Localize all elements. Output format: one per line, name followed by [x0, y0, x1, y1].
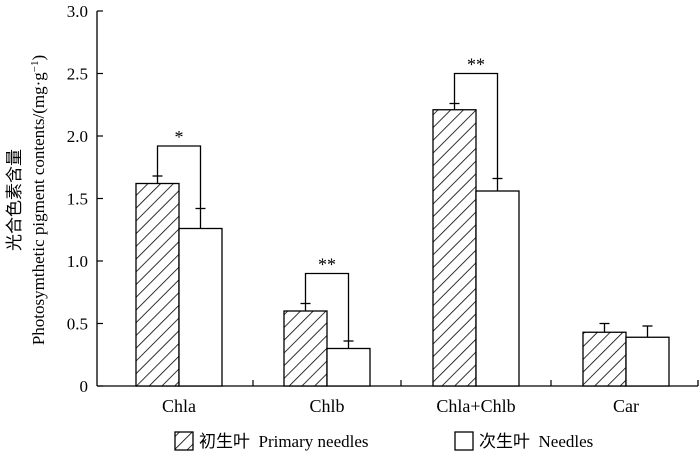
x-tick-labels: Chla Chlb Chla+Chlb Car: [162, 396, 639, 416]
significance-bracket: [156, 145, 202, 209]
y-tick-label: 2.5: [67, 65, 88, 84]
legend-swatch-primary: [174, 431, 194, 451]
y-axis-title-cn: 光合色素含量: [5, 149, 24, 251]
significance-label: **: [318, 255, 336, 275]
x-tick-label: Chla: [162, 396, 196, 416]
y-tick-label: 1.0: [67, 252, 88, 271]
y-tick-label: 3.0: [67, 2, 88, 21]
y-tick-label: 0: [80, 377, 89, 396]
legend-label-primary: 初生叶 Primary needles: [199, 432, 369, 451]
bars: [135, 109, 670, 387]
y-axis-title-en-sup: −1: [29, 61, 41, 73]
bar-needles-chlachlb: [475, 190, 520, 387]
y-axis-title: 光合色素含量 Photosymthetic pigment contents/(…: [5, 55, 48, 345]
significance-label: *: [175, 127, 184, 147]
bar-needles-chlb: [326, 347, 371, 387]
bar-primary-car: [582, 331, 627, 387]
significance-label: **: [467, 55, 485, 75]
y-axis-title-en-close: ): [29, 55, 48, 61]
significance-bracket: [304, 272, 350, 341]
x-tick-label: Car: [613, 396, 639, 416]
x-tick-label: Chlb: [309, 396, 344, 416]
error-bars: [152, 102, 653, 349]
y-tick-label: 1.5: [67, 190, 88, 209]
legend-label-needles: 次生叶 Needles: [479, 432, 593, 451]
bar-primary-chlachlb: [432, 109, 477, 387]
bar-needles-chla: [178, 227, 223, 387]
x-tick-label: Chla+Chlb: [436, 396, 515, 416]
legend: 初生叶 Primary needles 次生叶 Needles: [174, 431, 593, 451]
bar-primary-chlb: [283, 310, 328, 387]
y-tick-label: 0.5: [67, 315, 88, 334]
significance-brackets: *****: [156, 55, 499, 341]
legend-swatch-needles: [454, 431, 474, 451]
y-tick-label: 2.0: [67, 127, 88, 146]
bar-primary-chla: [135, 182, 180, 387]
y-axis-title-en: Photosymthetic pigment contents/(mg·g−1): [29, 55, 48, 345]
significance-bracket: [453, 72, 499, 179]
y-ticks: 0 0.5 1.0 1.5 2.0 2.5 3.0: [67, 2, 103, 396]
bar-needles-car: [625, 336, 670, 387]
y-axis-title-en-main: Photosymthetic pigment contents/(mg·g: [29, 72, 48, 345]
